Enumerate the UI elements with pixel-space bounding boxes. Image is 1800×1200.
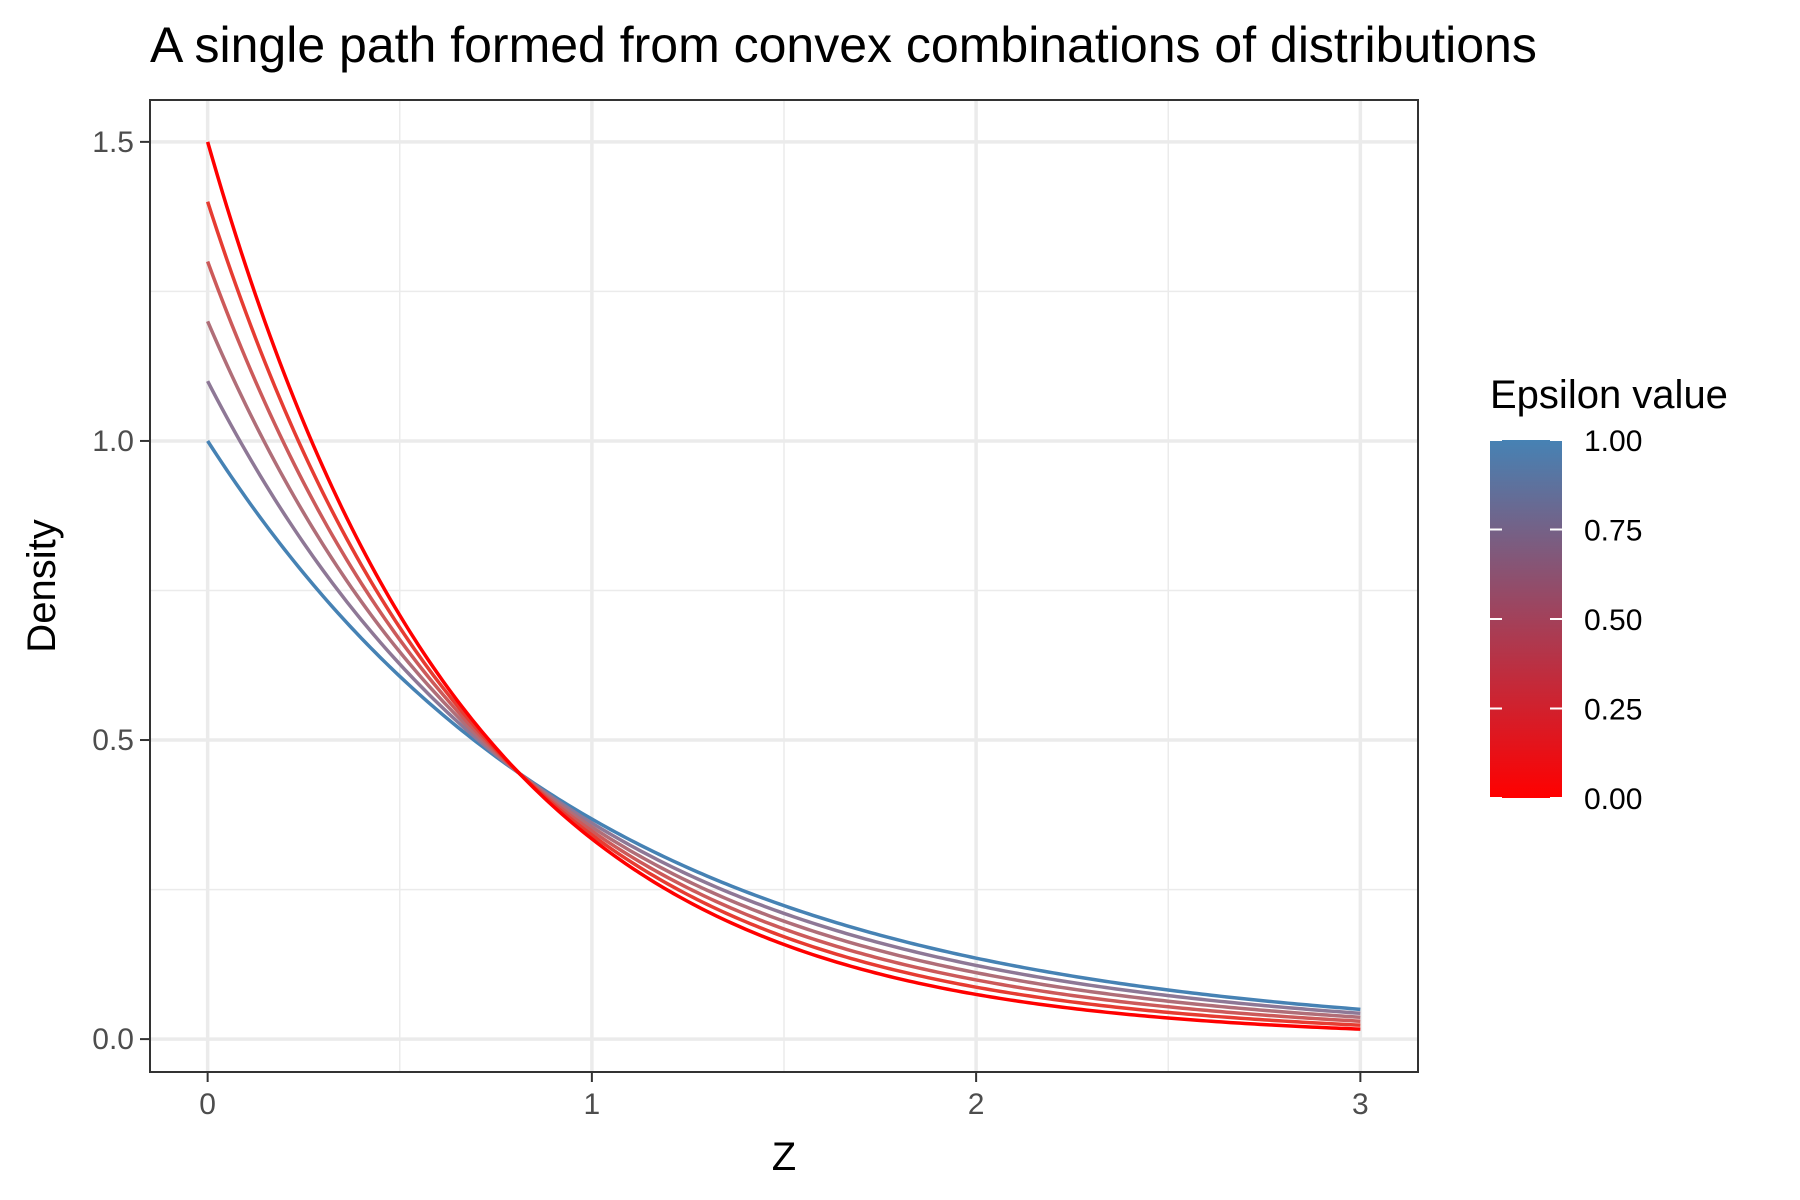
major-gridlines [150,100,1418,1072]
x-tick-label: 1 [584,1088,601,1121]
x-axis-ticks: 0 1 2 3 [199,1072,1369,1121]
x-axis-title: Z [772,1135,796,1179]
chart-title: A single path formed from convex combina… [150,17,1537,73]
legend-label: 0.00 [1584,783,1642,816]
legend-label: 0.75 [1584,515,1642,548]
y-axis-ticks: 0.0 0.5 1.0 1.5 [92,126,150,1056]
series-line-eps-0.8 [206,380,1361,1016]
series-line-eps-1.0 [206,440,1361,1012]
y-tick-label: 1.5 [92,126,134,159]
panel-border [149,99,1419,1073]
series-lines [205,141,1361,1031]
legend-label: 0.25 [1584,694,1642,727]
legend-label: 1.00 [1584,425,1642,458]
x-tick-label: 3 [1352,1088,1369,1121]
legend-title: Epsilon value [1490,373,1728,417]
series-line-eps-0.0 [205,141,1361,1031]
x-tick-label: 2 [968,1088,985,1121]
y-tick-label: 0.0 [92,1023,134,1056]
legend-label: 0.50 [1584,604,1642,637]
legend-ticks: 0.00 0.25 0.50 0.75 1.00 [1490,425,1642,816]
y-axis-title: Density [20,519,64,652]
minor-gridlines [150,100,1418,1072]
y-tick-label: 1.0 [92,425,134,458]
y-tick-label: 0.5 [92,724,134,757]
series-line-eps-0.6 [206,320,1361,1019]
series-line-eps-0.2 [205,201,1361,1027]
legend: Epsilon value 0.00 0.25 0.50 0.75 1.00 [1490,373,1728,816]
series-line-eps-0.4 [205,260,1361,1023]
x-tick-label: 0 [199,1088,216,1121]
